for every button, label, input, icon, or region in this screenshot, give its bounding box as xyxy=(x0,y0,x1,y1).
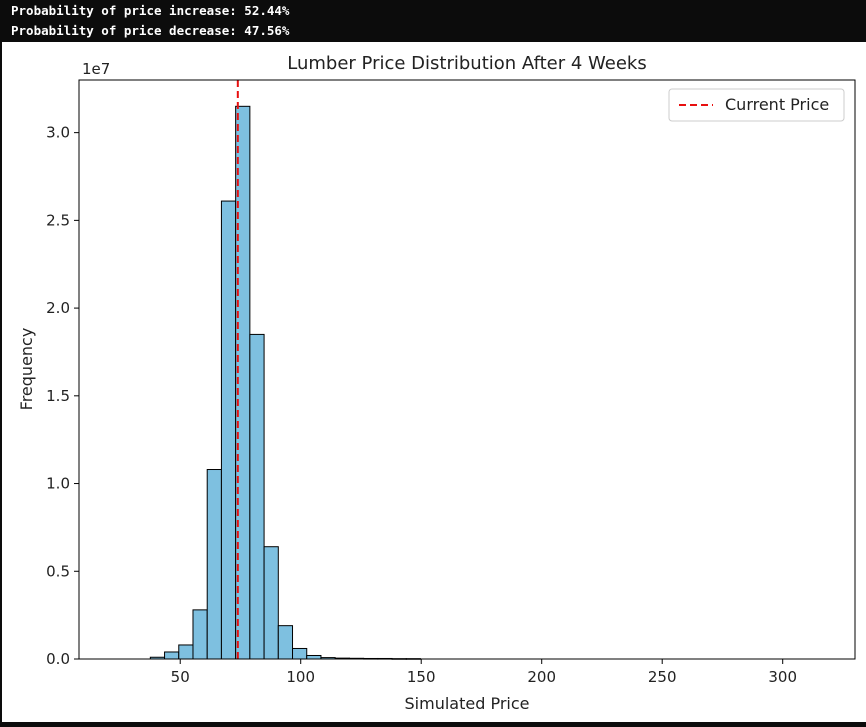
x-tick-label: 300 xyxy=(768,668,797,686)
plot-area xyxy=(79,80,855,659)
y-tick-label: 3.0 xyxy=(46,124,70,142)
histogram-bar xyxy=(220,200,237,660)
histogram-bar xyxy=(292,647,308,660)
legend: Current Price xyxy=(668,88,845,122)
x-tick-label: 150 xyxy=(407,668,436,686)
x-tick-label: 200 xyxy=(527,668,556,686)
y-tick-label: 2.0 xyxy=(46,299,70,317)
y-offset-label: 1e7 xyxy=(82,60,110,78)
console-output: Probability of price increase: 52.44% Pr… xyxy=(0,0,866,42)
histogram-bar xyxy=(306,654,322,660)
chart-title: Lumber Price Distribution After 4 Weeks xyxy=(287,53,646,74)
histogram-bar xyxy=(178,644,194,660)
histogram-bars xyxy=(149,105,421,660)
y-tick-label: 1.0 xyxy=(46,475,70,493)
histogram-bar xyxy=(277,625,294,660)
legend-box xyxy=(668,88,845,122)
legend-label: Current Price xyxy=(725,95,829,114)
histogram-bar xyxy=(206,469,222,660)
x-axis-label: Simulated Price xyxy=(405,694,530,713)
y-tick-label: 0.0 xyxy=(46,650,70,668)
histogram-bar xyxy=(192,609,208,660)
plot-border xyxy=(78,79,856,660)
x-axis-ticks: 50 100 150 200 250 300 xyxy=(171,659,797,686)
histogram-bar xyxy=(249,333,265,660)
histogram-bar xyxy=(164,651,180,660)
y-tick-label: 0.5 xyxy=(46,562,70,580)
histogram-bar xyxy=(263,546,279,660)
x-tick-label: 100 xyxy=(286,668,315,686)
console-line-increase: Probability of price increase: 52.44% xyxy=(11,3,290,18)
x-tick-label: 250 xyxy=(648,668,677,686)
console-line-decrease: Probability of price decrease: 47.56% xyxy=(11,23,290,38)
x-tick-label: 50 xyxy=(171,668,190,686)
y-axis-label: Frequency xyxy=(17,328,36,411)
histogram-chart: 50 100 150 200 250 300 0.00.51.01.52.02.53.0 … xyxy=(17,53,856,713)
y-tick-label: 2.5 xyxy=(46,211,70,229)
chart-figure: 50 100 150 200 250 300 0.0 0.5 1.0 1.5 2.0 2.5 3.0 … xyxy=(2,42,866,722)
y-axis-ticks: 0.0 0.5 1.0 1.5 2.0 2.5 3.0 xyxy=(46,124,79,668)
y-tick-label: 1.5 xyxy=(46,387,70,405)
